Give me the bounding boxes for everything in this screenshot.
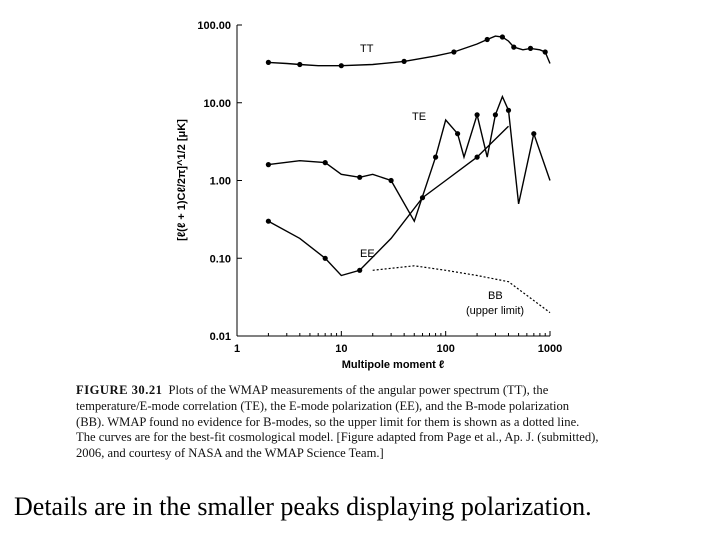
- label-tt: TT: [360, 43, 374, 55]
- data-point-te: [492, 112, 498, 118]
- caption-line-2: temperature/E-mode correlation (TE), the…: [76, 398, 570, 413]
- y-tick-label: 10.00: [203, 98, 231, 110]
- series-line-ee: [268, 125, 509, 277]
- x-tick-label: 100: [436, 343, 454, 355]
- x-axis-title: Multipole moment ℓ: [342, 359, 445, 371]
- data-point-ee: [265, 218, 271, 224]
- data-point-ee: [322, 255, 328, 261]
- data-point-ee: [419, 195, 426, 201]
- data-point-tt: [401, 58, 407, 64]
- data-point-te: [322, 160, 328, 166]
- data-point-tt: [297, 61, 303, 68]
- x-tick-label: 1: [234, 343, 240, 355]
- series-line-te: [268, 94, 551, 223]
- data-point-tt: [338, 63, 344, 69]
- data-point-tt: [527, 45, 534, 52]
- y-tick-label: 0.10: [210, 253, 231, 265]
- y-tick-label: 0.01: [210, 331, 231, 343]
- caption-line-4: The curves are for the best-fit cosmolog…: [76, 430, 599, 445]
- y-tick-labels: 100.00 10.00 1.00 0.10 0.01: [197, 20, 242, 343]
- data-point-te: [265, 162, 271, 168]
- y-tick-label: 100.00: [197, 20, 231, 32]
- x-tick-labels: 1 10 100 1000: [234, 331, 562, 355]
- caption-text-1: Plots of the WMAP measurements of the an…: [168, 383, 549, 397]
- x-tick-label: 10: [335, 343, 347, 355]
- data-point-te: [531, 131, 537, 137]
- data-point-ee: [474, 154, 480, 160]
- power-spectrum-chart: 100.00 10.00 1.00 0.10 0.01 1 10 100 1000 Multi…: [176, 20, 562, 371]
- figure-number: FIGURE 30.21: [76, 383, 163, 397]
- label-bb-upper-limit: (upper limit): [466, 305, 524, 317]
- data-point-te: [433, 154, 439, 160]
- x-tick-label: 1000: [538, 343, 562, 355]
- series-line-bb: [372, 265, 551, 314]
- data-point-tt: [265, 59, 271, 65]
- data-point-te: [474, 112, 480, 118]
- slide-body-text: Details are in the smaller peaks display…: [14, 492, 592, 521]
- label-te: TE: [412, 111, 426, 123]
- data-point-tt: [542, 49, 548, 55]
- caption-line-5: 2006, and courtesy of NASA and the WMAP …: [76, 446, 384, 461]
- data-point-tt: [484, 36, 490, 43]
- caption-line-3: (BB). WMAP found no evidence for B-modes…: [76, 414, 580, 429]
- series-line-tt: [268, 35, 551, 67]
- label-ee: EE: [360, 248, 375, 260]
- data-point-te: [357, 174, 363, 180]
- data-point-tt: [499, 34, 505, 40]
- y-axis-title: [ℓ(ℓ + 1)Cℓ/2π]^1/2 [μK]: [176, 119, 188, 241]
- figure-caption: FIGURE 30.21 Plots of the WMAP measuremen…: [76, 383, 651, 462]
- data-point-tt: [511, 44, 517, 50]
- data-point-tt: [451, 49, 457, 55]
- label-bb: BB: [488, 290, 503, 302]
- series-layer: [265, 34, 551, 314]
- data-point-te: [388, 177, 394, 184]
- caption-line-1: FIGURE 30.21 Plots of the WMAP measuremen…: [76, 383, 651, 399]
- data-point-ee: [357, 267, 363, 273]
- data-point-te: [505, 107, 512, 113]
- data-point-te: [455, 131, 461, 137]
- y-tick-label: 1.00: [210, 176, 231, 188]
